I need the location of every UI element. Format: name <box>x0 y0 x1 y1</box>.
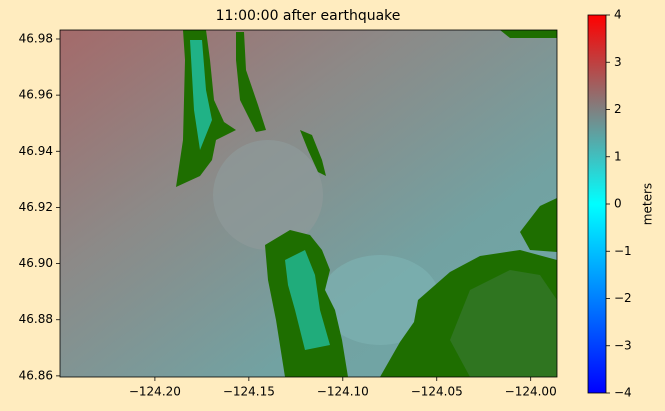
x-tick-label: −124.00 <box>505 385 557 399</box>
y-tick-label: 46.96 <box>19 88 53 102</box>
colorbar-tick-label: 3 <box>614 55 622 69</box>
y-tick-label: 46.98 <box>19 31 53 45</box>
x-tick-label: −124.15 <box>223 385 275 399</box>
shore <box>190 40 212 150</box>
y-tick-label: 46.94 <box>19 144 53 158</box>
y-tick-label: 46.92 <box>19 200 53 214</box>
colorbar-tick-label: −4 <box>614 386 632 400</box>
colorbar-tick-label: 4 <box>614 8 622 22</box>
colorbar-tick-label: −3 <box>614 338 632 352</box>
colorbar-label: meters <box>641 183 655 225</box>
colorbar-tick-label: 0 <box>614 197 622 211</box>
hills <box>450 270 557 377</box>
x-tick-label: −124.10 <box>317 385 369 399</box>
colorbar-tick-label: 2 <box>614 102 622 116</box>
colorbar-tick-label: 1 <box>614 149 622 163</box>
land <box>300 130 326 176</box>
plot-frame <box>59 29 558 378</box>
colorbar-tick-label: −1 <box>614 244 632 258</box>
y-tick-label: 46.88 <box>19 312 53 326</box>
x-tick-label: −124.05 <box>411 385 463 399</box>
bay <box>320 255 440 345</box>
y-tick-label: 46.86 <box>19 368 53 382</box>
map <box>60 30 557 377</box>
bay <box>213 140 323 250</box>
land <box>236 32 266 132</box>
colorbar-tick-label: −2 <box>614 291 632 305</box>
land <box>520 198 557 252</box>
x-tick-label: −124.20 <box>129 385 181 399</box>
land <box>500 30 557 38</box>
colorbar <box>587 14 607 394</box>
shore <box>285 250 330 350</box>
y-tick-label: 46.90 <box>19 256 53 270</box>
chart-title: 11:00:00 after earthquake <box>216 8 401 24</box>
